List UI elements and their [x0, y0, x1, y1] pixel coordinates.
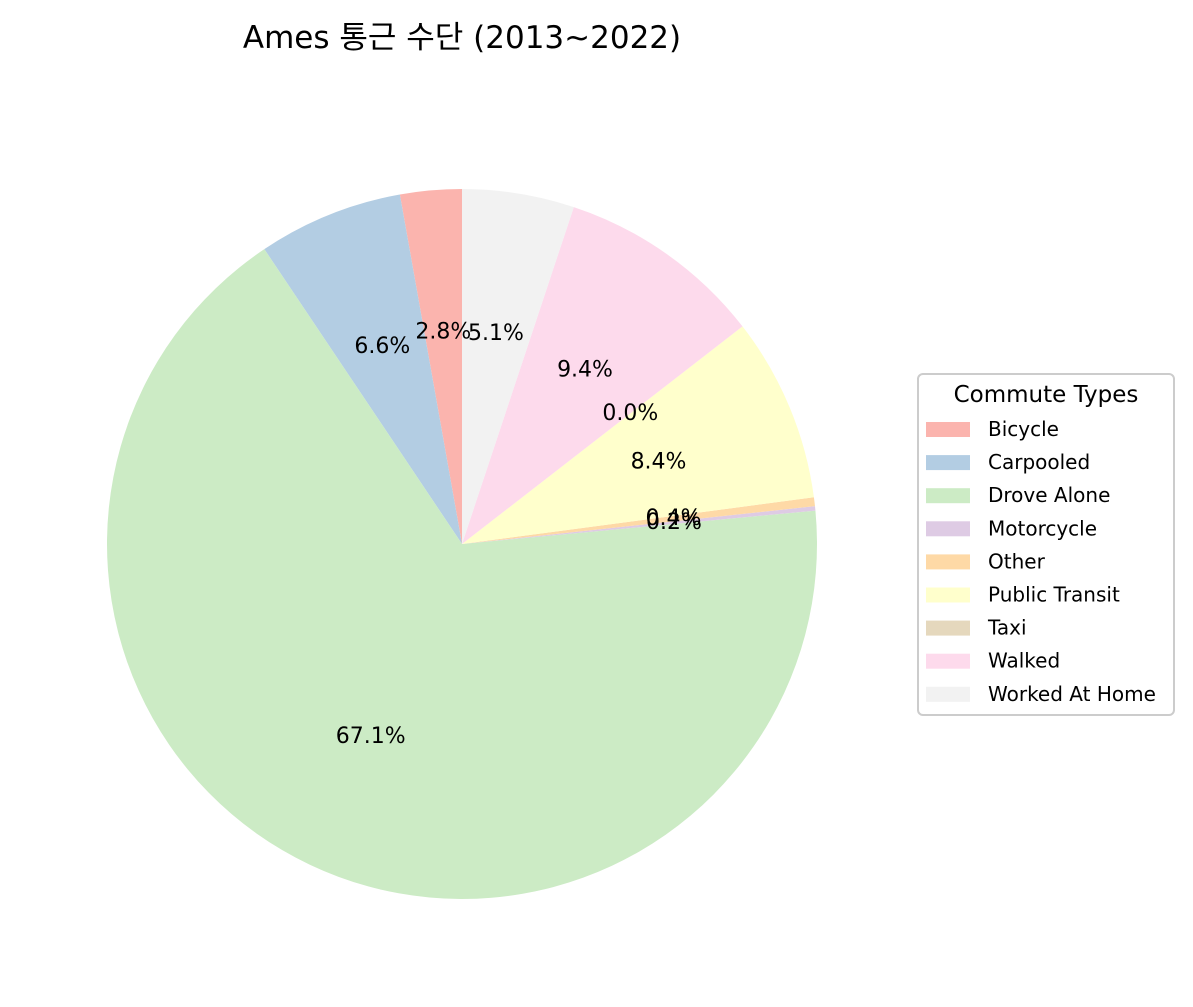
legend-swatch-worked-at-home — [926, 686, 970, 702]
pie-slice-bicycle — [399, 189, 462, 544]
pie-slice-other — [462, 497, 815, 544]
pie-slice-carpooled — [264, 194, 462, 544]
legend-label-carpooled: Carpooled — [988, 450, 1090, 474]
legend-label-motorcycle: Motorcycle — [988, 516, 1097, 540]
pie-slice-walked — [462, 207, 743, 544]
slice-percent-label-bicycle: 2.8% — [415, 319, 471, 344]
legend-label-walked: Walked — [988, 649, 1060, 673]
slice-percent-label-taxi: 0.0% — [602, 401, 658, 426]
legend-label-taxi: Taxi — [987, 616, 1027, 640]
slice-percent-label-other: 0.4% — [646, 506, 702, 531]
slice-percent-label-worked-at-home: 5.1% — [468, 321, 524, 346]
slice-percent-label-drove-alone: 67.1% — [336, 724, 406, 749]
pie-slice-drove-alone — [107, 249, 818, 900]
slice-percent-label-motorcycle: 0.2% — [646, 510, 702, 535]
legend-item-motorcycle: Motorcycle — [926, 516, 1097, 540]
legend: Commute Types Bicycle Carpooled Drove Alon… — [917, 373, 1175, 716]
legend-item-bicycle: Bicycle — [926, 417, 1059, 441]
legend-swatch-public-transit — [926, 587, 970, 603]
slice-percent-label-carpooled: 6.6% — [354, 334, 410, 359]
legend-title: Commute Types — [954, 382, 1139, 408]
legend-item-taxi: Taxi — [926, 616, 1027, 640]
legend-label-drove-alone: Drove Alone — [988, 483, 1110, 507]
legend-label-other: Other — [988, 549, 1046, 573]
legend-swatch-other — [926, 554, 970, 570]
legend-item-carpooled: Carpooled — [926, 450, 1090, 474]
pie-slice-public-transit — [462, 326, 814, 544]
legend-label-worked-at-home: Worked At Home — [988, 682, 1156, 706]
legend-label-bicycle: Bicycle — [988, 417, 1059, 441]
legend-item-walked: Walked — [926, 649, 1060, 673]
legend-item-worked-at-home: Worked At Home — [926, 682, 1156, 706]
legend-label-public-transit: Public Transit — [988, 583, 1120, 607]
legend-swatch-taxi — [926, 620, 970, 636]
pie-slice-motorcycle — [462, 506, 816, 544]
legend-swatch-drove-alone — [926, 488, 970, 504]
chart-title: Ames 통근 수단 (2013~2022) — [243, 20, 681, 56]
legend-swatch-bicycle — [926, 422, 970, 437]
legend-swatch-walked — [926, 653, 970, 669]
legend-item-public-transit: Public Transit — [926, 583, 1120, 607]
slice-percent-label-public-transit: 8.4% — [631, 449, 687, 474]
legend-item-drove-alone: Drove Alone — [926, 483, 1110, 507]
legend-frame — [917, 373, 1175, 716]
pie-labels: 2.8%6.6% 67.1% 0.2%0.4% 8.4% 0.0% 9.4% 5.1% — [336, 319, 702, 749]
legend-swatch-motorcycle — [926, 521, 970, 537]
pie-slice-worked-at-home — [462, 189, 574, 544]
legend-item-other: Other — [926, 549, 1046, 573]
legend-items: Bicycle Carpooled Drove Alone Motorcycle Oth… — [926, 417, 1156, 706]
pie-slices — [107, 189, 818, 900]
legend-swatch-carpooled — [926, 455, 970, 471]
slice-percent-label-walked: 9.4% — [557, 358, 613, 383]
